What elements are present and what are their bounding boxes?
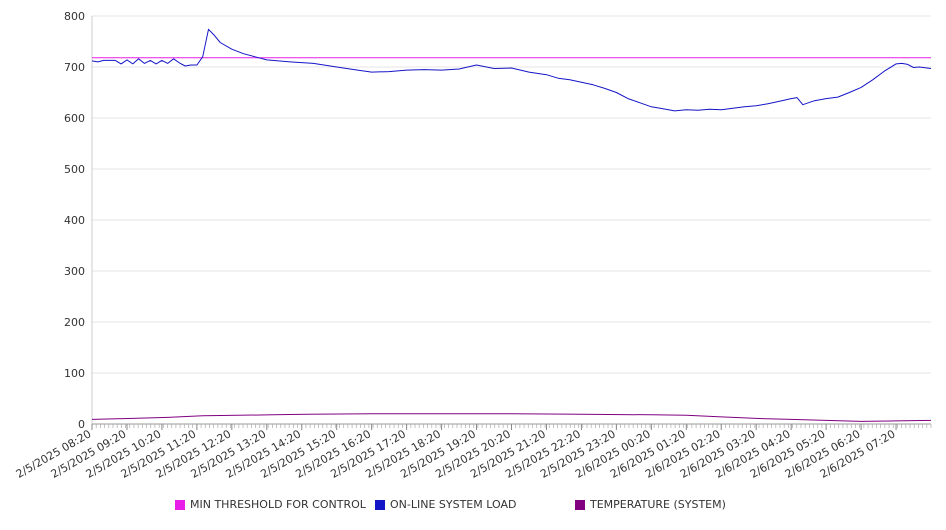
legend-swatch-temperature	[575, 499, 585, 510]
legend-item-min-threshold[interactable]: MIN THRESHOLD FOR CONTROL	[175, 498, 366, 511]
legend-swatch-system-load	[375, 499, 385, 510]
legend-label-system-load: ON-LINE SYSTEM LOAD	[390, 498, 517, 511]
y-tick-label: 800	[64, 10, 85, 23]
legend-item-temperature[interactable]: TEMPERATURE (SYSTEM)	[575, 498, 726, 511]
legend-swatch-min-threshold	[175, 499, 185, 510]
y-tick-label: 600	[64, 112, 85, 125]
y-tick-label: 400	[64, 214, 85, 227]
legend-label-temperature: TEMPERATURE (SYSTEM)	[590, 498, 726, 511]
y-tick-label: 700	[64, 61, 85, 74]
system-load-line	[91, 28, 932, 112]
grid-layer	[92, 15, 931, 374]
y-tick-label: 0	[78, 418, 85, 431]
y-tick-label: 300	[64, 265, 85, 278]
temperature-line	[91, 413, 932, 422]
y-tick-label: 200	[64, 316, 85, 329]
legend-label-min-threshold: MIN THRESHOLD FOR CONTROL	[190, 498, 366, 511]
legend: MIN THRESHOLD FOR CONTROL ON-LINE SYSTEM…	[0, 498, 946, 514]
y-tick-label: 100	[64, 367, 85, 380]
y-tick-label: 500	[64, 163, 85, 176]
series-layer	[91, 28, 932, 422]
legend-item-system-load[interactable]: ON-LINE SYSTEM LOAD	[375, 498, 516, 511]
